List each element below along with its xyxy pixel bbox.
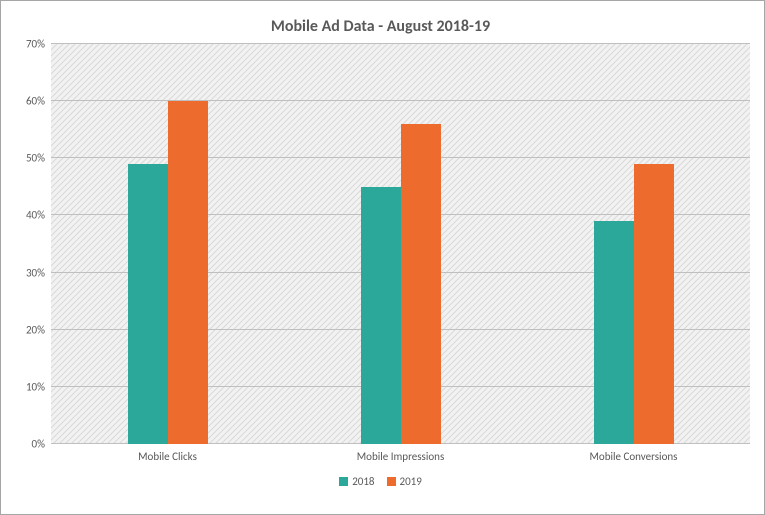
plot-area: [51, 44, 750, 444]
legend-swatch: [339, 477, 348, 486]
bar-group: [51, 44, 284, 444]
y-tick-label: 10%: [26, 380, 45, 393]
y-tick-label: 40%: [26, 209, 45, 222]
bar: [361, 187, 401, 444]
y-tick-label: 70%: [26, 38, 45, 51]
x-tick-label: Mobile Impressions: [284, 444, 517, 463]
legend: 2018 2019: [11, 475, 750, 488]
y-tick-label: 50%: [26, 152, 45, 165]
plot-row: 0%10%20%30%40%50%60%70%: [11, 44, 750, 444]
x-tick-label: Mobile Conversions: [517, 444, 750, 463]
bar: [128, 164, 168, 444]
y-tick-label: 30%: [26, 266, 45, 279]
legend-swatch: [387, 477, 396, 486]
chart-container: Mobile Ad Data - August 2018-19 0% 10% 20%…: [0, 0, 765, 515]
legend-label: 2019: [400, 475, 422, 488]
y-tick-label: 0%: [32, 438, 45, 451]
bar: [401, 124, 441, 444]
y-axis: 0%10%20%30%40%50%60%70%: [11, 44, 51, 444]
bar-group: [284, 44, 517, 444]
bar: [594, 221, 634, 444]
y-tick-label: 20%: [26, 323, 45, 336]
bar-group: [517, 44, 750, 444]
bars-layer: [51, 44, 750, 444]
chart-title: Mobile Ad Data - August 2018-19: [11, 17, 750, 36]
x-axis: Mobile ClicksMobile ImpressionsMobile Co…: [51, 444, 750, 463]
bar: [634, 164, 674, 444]
legend-item: 2019: [387, 475, 422, 488]
legend-item: 2018: [339, 475, 374, 488]
y-tick-label: 60%: [26, 95, 45, 108]
x-tick-label: Mobile Clicks: [51, 444, 284, 463]
legend-label: 2018: [352, 475, 374, 488]
bar: [168, 101, 208, 444]
